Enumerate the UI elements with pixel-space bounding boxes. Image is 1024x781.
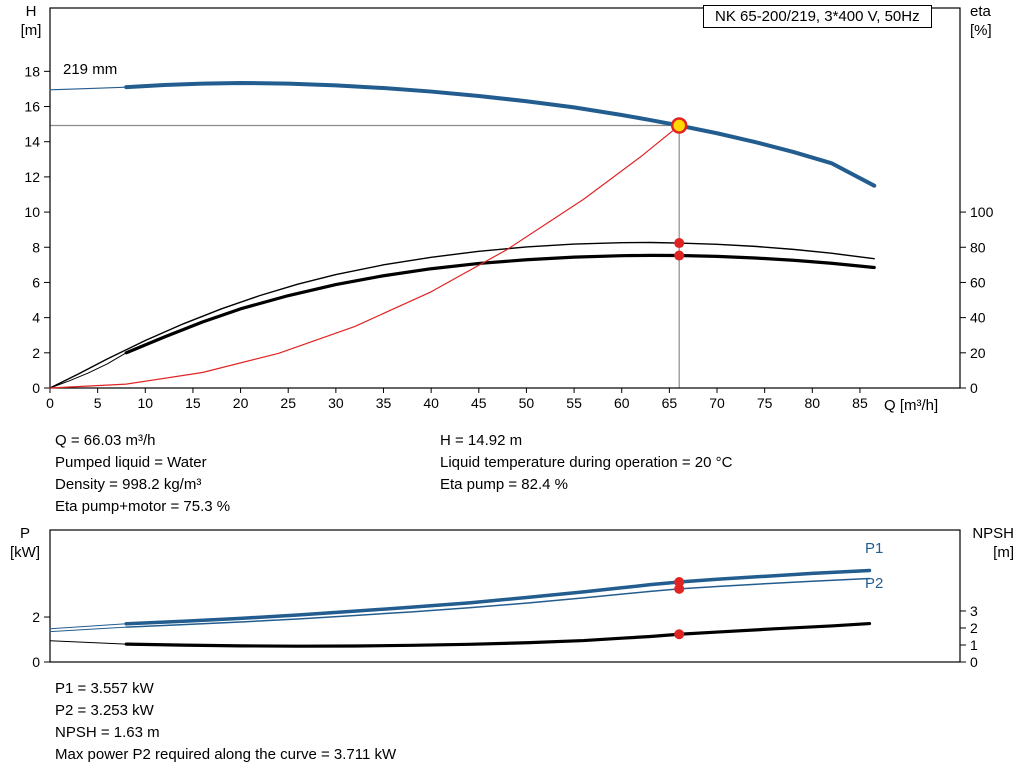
system-curve bbox=[49, 124, 680, 389]
npsh-curve-extension bbox=[49, 640, 127, 645]
left-tick-label: 2 bbox=[32, 345, 40, 361]
p2-curve-label: P2 bbox=[865, 575, 884, 592]
left-tick-label: 4 bbox=[32, 310, 40, 326]
eta-axis-label: eta [%] bbox=[970, 3, 992, 39]
left-tick-label: 0 bbox=[32, 654, 40, 670]
info-line: P1 = 3.557 kW bbox=[55, 680, 154, 697]
duty-info-right-column: H = 14.92 m Liquid temperature during op… bbox=[440, 430, 732, 518]
eta-pump-motor-extension bbox=[49, 352, 127, 389]
p2-curve bbox=[125, 577, 871, 628]
x-tick-label: 70 bbox=[709, 395, 725, 411]
x-tick-label: 20 bbox=[233, 395, 249, 411]
info-line: Liquid temperature during operation = 20… bbox=[440, 454, 733, 471]
left-tick-label: 10 bbox=[24, 204, 40, 220]
x-tick-label: 85 bbox=[852, 395, 868, 411]
h-curve-extension bbox=[49, 86, 127, 91]
plot-frame bbox=[49, 529, 961, 663]
info-line: Eta pump = 82.4 % bbox=[440, 476, 568, 493]
hq-eta-chart: 0 5 10 15 20 25 30 35 40 45 50 55 60 65 70 75 80 85 0 2 4 6 8 1… bbox=[24, 7, 994, 411]
right-tick-label: 20 bbox=[970, 345, 986, 361]
impeller-diameter-label: 219 mm bbox=[63, 61, 118, 78]
left-tick-label: 8 bbox=[32, 239, 40, 255]
x-tick-label: 0 bbox=[46, 395, 54, 411]
left-tick-label: 0 bbox=[32, 380, 40, 396]
plot-frame bbox=[49, 7, 961, 389]
duty-info-left-column: Q = 66.03 m³/h Pumped liquid = Water Den… bbox=[55, 430, 440, 518]
h-curve bbox=[124, 80, 877, 188]
h-axis-label: H [m] bbox=[20, 3, 42, 39]
info-line: P2 = 3.253 kW bbox=[55, 702, 154, 719]
p2-curve-extension bbox=[49, 626, 127, 633]
p1-curve-extension bbox=[49, 623, 127, 630]
x-tick-label: 60 bbox=[614, 395, 630, 411]
info-line: Density = 998.2 kg/m³ bbox=[55, 476, 202, 493]
p1-duty-marker bbox=[674, 577, 685, 588]
left-tick-label: 2 bbox=[32, 609, 40, 625]
info-line: H = 14.92 m bbox=[440, 432, 523, 449]
npsh-duty-marker bbox=[674, 629, 685, 640]
right-tick-label: 3 bbox=[970, 603, 978, 619]
npsh-curve bbox=[124, 621, 872, 648]
npsh-axis-label: NPSH [m] bbox=[972, 525, 1014, 561]
eta-pump-motor-duty-marker bbox=[674, 250, 685, 261]
x-tick-label: 45 bbox=[471, 395, 487, 411]
x-tick-label: 75 bbox=[757, 395, 773, 411]
p1-curve-label: P1 bbox=[865, 540, 884, 557]
p1-curve bbox=[124, 568, 872, 626]
right-tick-label: 2 bbox=[970, 620, 978, 636]
p-axis-label: P [kW] bbox=[10, 525, 40, 561]
x-tick-label: 80 bbox=[805, 395, 821, 411]
p2-duty-marker bbox=[674, 583, 685, 594]
x-tick-label: 40 bbox=[423, 395, 439, 411]
right-tick-label: 40 bbox=[970, 310, 986, 326]
left-tick-label: 12 bbox=[24, 169, 40, 185]
x-tick-label: 15 bbox=[185, 395, 201, 411]
power-npsh-info: P1 = 3.557 kW P2 = 3.253 kW NPSH = 1.63 … bbox=[55, 678, 396, 766]
q-axis-label: Q [m³/h] bbox=[884, 397, 939, 414]
right-tick-label: 0 bbox=[970, 654, 978, 670]
right-tick-label: 80 bbox=[970, 239, 986, 255]
x-tick-label: 65 bbox=[662, 395, 678, 411]
x-tick-label: 10 bbox=[137, 395, 153, 411]
info-line: Q = 66.03 m³/h bbox=[55, 432, 156, 449]
right-tick-label: 60 bbox=[970, 274, 986, 290]
x-tick-label: 35 bbox=[376, 395, 392, 411]
info-line: Eta pump+motor = 75.3 % bbox=[55, 498, 231, 515]
duty-point-marker bbox=[670, 117, 688, 134]
left-tick-label: 18 bbox=[24, 63, 40, 79]
eta-pump-motor-curve bbox=[124, 253, 876, 355]
eta-pump-curve bbox=[49, 241, 875, 389]
info-line: NPSH = 1.63 m bbox=[55, 724, 160, 741]
info-line: Pumped liquid = Water bbox=[55, 454, 207, 471]
pump-type-title-box: NK 65-200/219, 3*400 V, 50Hz bbox=[703, 5, 932, 28]
x-tick-label: 25 bbox=[280, 395, 296, 411]
duty-point-info: Q = 66.03 m³/h Pumped liquid = Water Den… bbox=[55, 430, 732, 518]
x-tick-label: 55 bbox=[566, 395, 582, 411]
left-tick-label: 14 bbox=[24, 134, 40, 150]
right-tick-label: 100 bbox=[970, 204, 994, 220]
x-tick-label: 50 bbox=[519, 395, 535, 411]
info-line: Max power P2 required along the curve = … bbox=[55, 746, 397, 763]
x-tick-label: 30 bbox=[328, 395, 344, 411]
left-tick-label: 6 bbox=[32, 274, 40, 290]
eta-pump-duty-marker bbox=[674, 238, 685, 249]
x-tick-label: 5 bbox=[94, 395, 102, 411]
right-tick-label: 1 bbox=[970, 637, 978, 653]
left-tick-label: 16 bbox=[24, 99, 40, 115]
right-tick-label: 0 bbox=[970, 380, 978, 396]
